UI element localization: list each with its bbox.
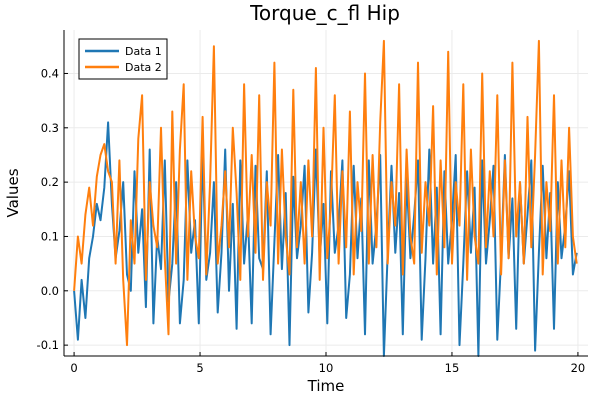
y-tick-label: 0.1	[41, 229, 59, 243]
x-tick-label: 10	[319, 361, 334, 375]
series-line-2	[73, 39, 578, 347]
x-tick-label: 0	[70, 361, 77, 375]
y-tick-label: 0.3	[41, 121, 59, 135]
x-axis-label: Time	[307, 377, 345, 395]
x-tick-label: 20	[571, 361, 586, 375]
legend: Data 1 Data 2	[78, 38, 168, 80]
legend-label-2: Data 2	[125, 61, 162, 74]
y-axis-label: Values	[4, 168, 22, 217]
y-tick-label: 0.0	[41, 284, 59, 298]
legend-box	[78, 38, 168, 80]
y-tick-label: -0.1	[37, 338, 59, 352]
x-tick-label: 15	[445, 361, 460, 375]
chart-title: Torque_c_fl Hip	[249, 1, 400, 25]
y-ticks: -0.1 0.0 0.1 0.2 0.3 0.4	[37, 66, 68, 352]
y-tick-label: 0.2	[41, 175, 59, 189]
legend-label-1: Data 1	[125, 45, 162, 58]
series-layer	[73, 39, 578, 357]
y-tick-label: 0.4	[41, 66, 59, 80]
x-tick-label: 5	[196, 361, 203, 375]
x-ticks: 0 5 10 15 20	[70, 352, 585, 375]
